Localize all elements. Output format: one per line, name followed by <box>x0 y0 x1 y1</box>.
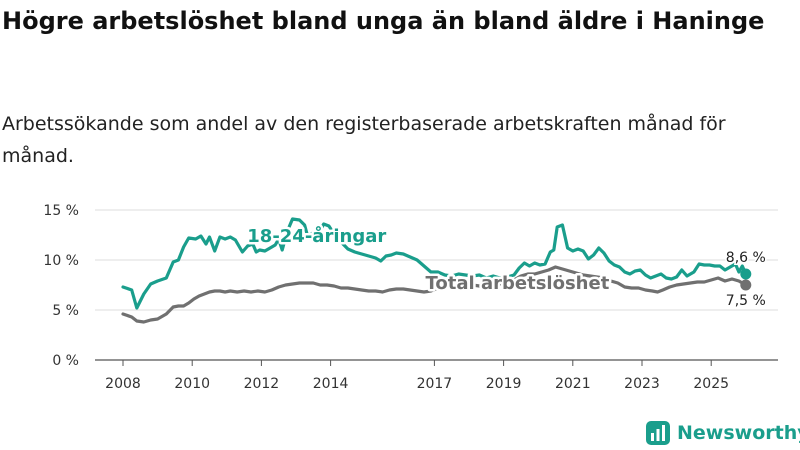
series-line-youth <box>121 217 748 310</box>
x-tick-label: 2017 <box>417 376 453 392</box>
x-tick-label: 2021 <box>555 376 591 392</box>
brand-logo: Newsworthy <box>645 420 800 446</box>
chart-subtitle: Arbetssökande som andel av den registerb… <box>2 113 726 167</box>
end-label-total: 7,5 % <box>726 293 766 309</box>
y-tick-label: 15 % <box>43 203 79 219</box>
chart-title: Högre arbetslöshet bland unga än bland ä… <box>2 7 765 35</box>
x-tick-label: 2019 <box>486 376 522 392</box>
end-marker-total <box>740 279 752 291</box>
x-tick-label: 2012 <box>244 376 280 392</box>
y-tick-label: 0 % <box>52 353 79 369</box>
series-label-total: Total arbetslöshet <box>426 273 610 294</box>
end-label-youth: 8,6 % <box>726 250 766 266</box>
x-tick-label: 2010 <box>174 376 210 392</box>
x-tick-label: 2023 <box>624 376 660 392</box>
y-tick-label: 5 % <box>52 303 79 319</box>
line-chart: 0 % 5 % 10 % 15 % 2008 2010 2012 2014 2017 2019 20… <box>43 203 778 392</box>
x-tick-label: 2025 <box>693 376 729 392</box>
series-label-youth: 18-24-åringar <box>247 225 386 247</box>
series-line-total <box>121 265 748 324</box>
x-tick-label: 2014 <box>313 376 349 392</box>
end-marker-youth <box>740 268 752 280</box>
x-tick-label: 2008 <box>105 376 141 392</box>
brand-name: Newsworthy <box>677 422 800 444</box>
y-tick-label: 10 % <box>43 253 79 269</box>
newsworthy-logo-icon <box>646 421 670 445</box>
